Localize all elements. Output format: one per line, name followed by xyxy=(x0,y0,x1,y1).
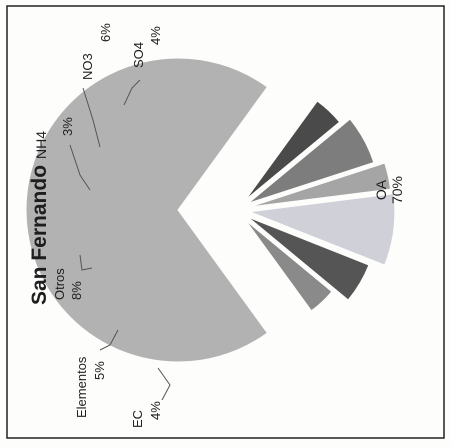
leader-ec xyxy=(157,367,171,401)
leader-so4 xyxy=(123,79,141,106)
leader-lines xyxy=(69,79,171,401)
slice-no3 xyxy=(247,118,375,204)
leader-elementos xyxy=(99,329,119,351)
slice-so4 xyxy=(245,100,341,201)
label-otros-value: 8% xyxy=(69,281,84,300)
slice-elementos xyxy=(247,216,370,301)
label-elementos-value: 5% xyxy=(92,361,107,380)
label-oa-name: OA xyxy=(373,179,389,200)
label-oa-value: 70% xyxy=(389,176,405,204)
label-ec-name: EC xyxy=(130,410,145,428)
slice-otros xyxy=(249,193,396,266)
leader-nh4 xyxy=(69,144,91,191)
label-elementos-name: Elementos xyxy=(74,356,89,418)
label-otros-name: Otros xyxy=(52,268,67,300)
label-so4-value: 4% xyxy=(148,26,163,45)
leader-otros xyxy=(79,254,93,271)
label-no3-value: 6% xyxy=(98,23,113,42)
slices-group xyxy=(25,57,396,363)
label-no3-name: NO3 xyxy=(80,53,95,80)
label-so4-name: SO4 xyxy=(131,42,146,68)
chart-title: San FernandoNH4 xyxy=(28,131,51,305)
slice-nh4 xyxy=(249,162,392,208)
chart-border xyxy=(6,5,445,439)
slice-ec xyxy=(245,219,333,312)
leader-no3 xyxy=(82,87,101,148)
label-ec-value: 4% xyxy=(148,401,163,420)
label-nh4-value: 3% xyxy=(60,117,75,136)
slice-oa xyxy=(25,57,269,363)
